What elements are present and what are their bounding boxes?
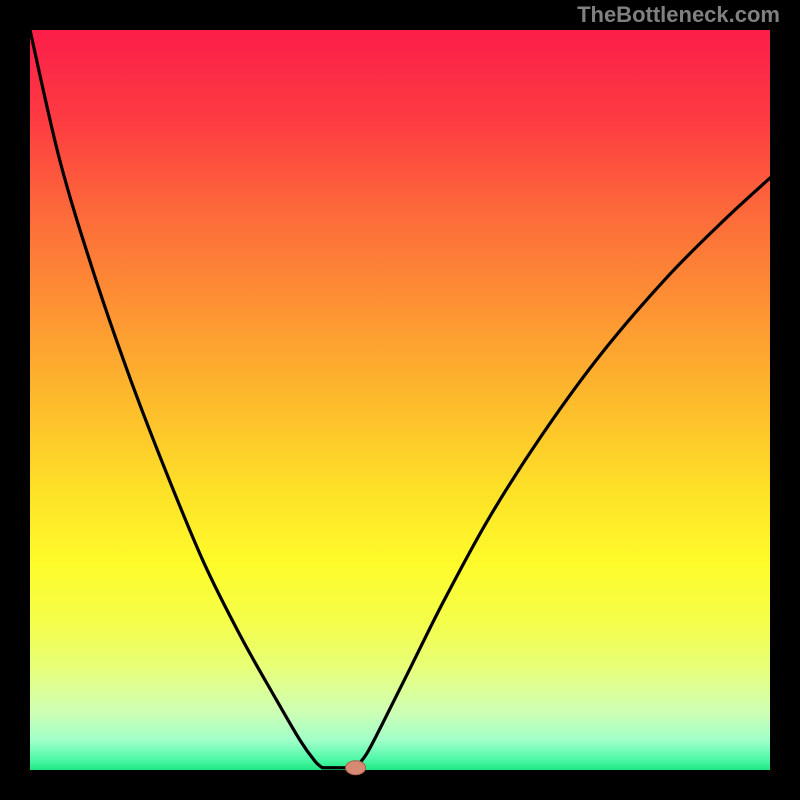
- bottleneck-chart: [0, 0, 800, 800]
- minimum-marker: [346, 761, 366, 775]
- plot-background: [30, 30, 770, 770]
